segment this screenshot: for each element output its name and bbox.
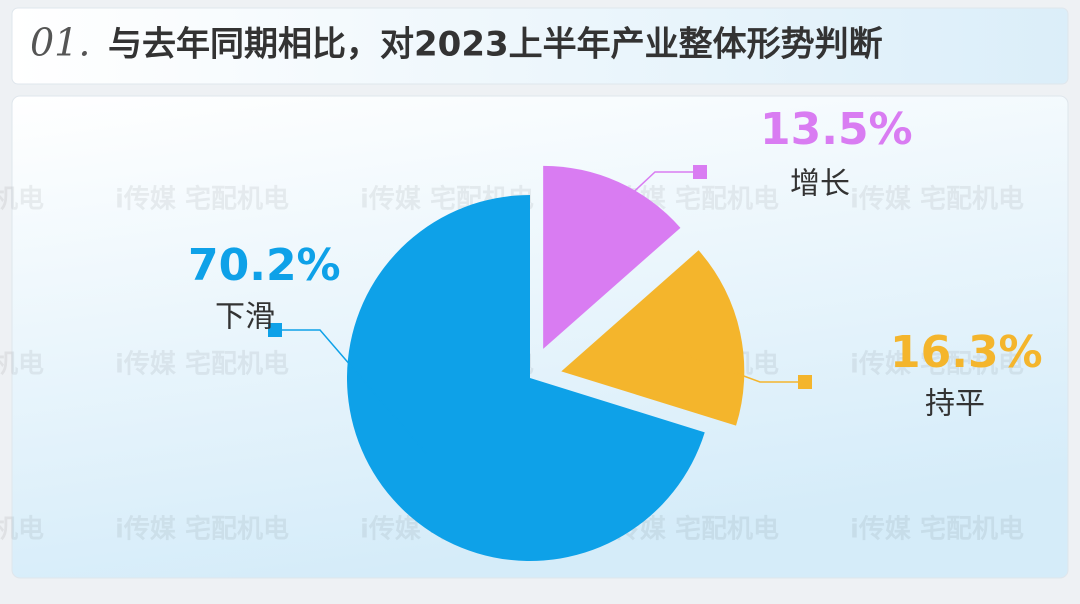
watermark: i传媒 宅配机电 bbox=[115, 349, 289, 380]
value-label: 70.2% bbox=[188, 240, 341, 291]
watermark: i传媒 宅配机电 bbox=[115, 184, 289, 215]
pie-slice bbox=[543, 165, 681, 349]
category-label: 增长 bbox=[790, 167, 850, 202]
watermark: i传媒 宅配机电 bbox=[850, 349, 1024, 380]
leader-marker bbox=[798, 375, 812, 389]
leader-line bbox=[275, 329, 428, 455]
watermark: i传媒 宅配机电 bbox=[115, 514, 289, 545]
value-label: 16.3% bbox=[890, 327, 1043, 378]
watermark: i传媒 宅配机电 bbox=[0, 514, 44, 545]
watermark: i传媒 宅配机电 bbox=[850, 514, 1024, 545]
chart-card bbox=[11, 95, 1069, 579]
leader-marker bbox=[693, 165, 707, 179]
title-number: 01. bbox=[30, 21, 90, 65]
watermark: i传媒 宅配机电 bbox=[850, 184, 1024, 215]
watermark: i传媒 宅配机电 bbox=[0, 184, 44, 215]
pie-slice bbox=[347, 195, 705, 561]
watermark: i传媒 宅配机电 bbox=[0, 349, 44, 380]
chart-title: 与去年同期相比，对2023上半年产业整体形势判断 bbox=[108, 25, 883, 65]
category-label: 持平 bbox=[925, 387, 985, 422]
title-banner bbox=[11, 7, 1069, 85]
pie-slice bbox=[561, 250, 745, 426]
value-label: 13.5% bbox=[760, 104, 913, 155]
category-label: 下滑 bbox=[215, 300, 275, 335]
leader-line bbox=[599, 171, 700, 225]
leader-line bbox=[668, 347, 805, 383]
leader-marker bbox=[268, 323, 282, 337]
